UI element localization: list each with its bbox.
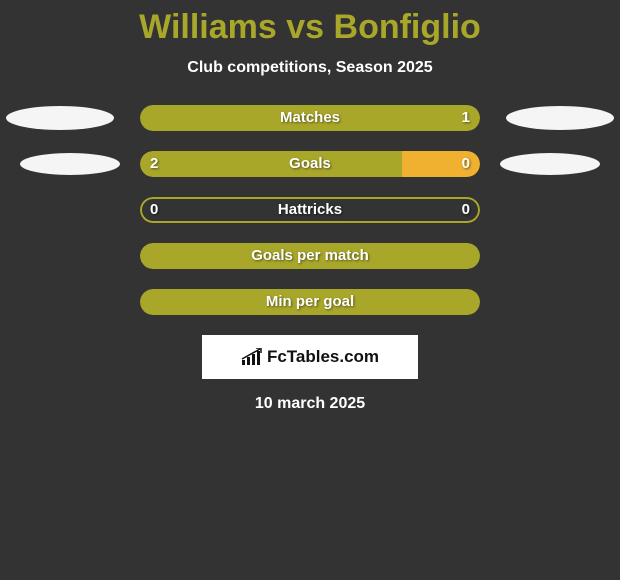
stat-row-matches: Matches 1 [0, 105, 620, 131]
bar-left-value: 0 [150, 197, 158, 223]
bar-chart-arrow-icon [241, 348, 263, 366]
bar-fill [140, 289, 480, 315]
bar-outline [140, 197, 480, 223]
comparison-chart: Matches 1 2 Goals 0 0 Hattricks 0 Goals … [0, 105, 620, 315]
stat-row-goals: 2 Goals 0 [0, 151, 620, 177]
bar-goals-per-match: Goals per match [140, 243, 480, 269]
stat-row-hattricks: 0 Hattricks 0 [0, 197, 620, 223]
right-marker-ellipse [506, 106, 614, 130]
stat-row-goals-per-match: Goals per match [0, 243, 620, 269]
right-marker-ellipse [500, 153, 600, 175]
page-subtitle: Club competitions, Season 2025 [0, 59, 620, 77]
left-marker-ellipse [20, 153, 120, 175]
bar-fill [140, 105, 480, 131]
bar-left-fill [140, 151, 402, 177]
bar-goals: 2 Goals 0 [140, 151, 480, 177]
logo-text: FcTables.com [267, 347, 379, 367]
bar-label: Hattricks [140, 197, 480, 223]
stat-row-min-per-goal: Min per goal [0, 289, 620, 315]
bar-matches: Matches 1 [140, 105, 480, 131]
footer-date: 10 march 2025 [0, 395, 620, 413]
left-marker-ellipse [6, 106, 114, 130]
bar-min-per-goal: Min per goal [140, 289, 480, 315]
logo-box: FcTables.com [202, 335, 418, 379]
bar-fill [140, 243, 480, 269]
bar-right-value: 0 [462, 197, 470, 223]
bar-left-value: 2 [150, 151, 158, 177]
bar-right-value: 1 [462, 105, 470, 131]
page-title: Williams vs Bonfiglio [0, 0, 620, 47]
bar-hattricks: 0 Hattricks 0 [140, 197, 480, 223]
bar-right-value: 0 [462, 151, 470, 177]
